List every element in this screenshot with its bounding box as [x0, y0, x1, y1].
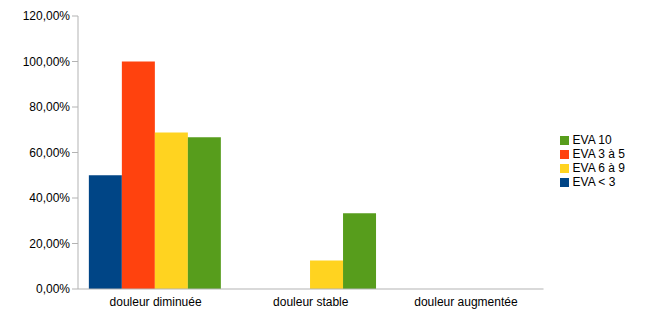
svg-text:20,00%: 20,00%	[29, 237, 70, 251]
svg-text:douleur stable: douleur stable	[273, 295, 349, 309]
html-text:EVA < 3: EVA < 3	[572, 174, 616, 189]
html-text:EVA 3 à 5: EVA 3 à 5	[572, 146, 625, 161]
svg-text:100,00%: 100,00%	[23, 55, 71, 69]
svg-text:120,00%: 120,00%	[23, 9, 71, 23]
svg-text:douleur diminuée: douleur diminuée	[110, 295, 202, 309]
svg-text:80,00%: 80,00%	[29, 100, 70, 114]
svg-text:40,00%: 40,00%	[29, 191, 70, 205]
svg-text:60,00%: 60,00%	[29, 146, 70, 160]
svg-text:0,00%: 0,00%	[36, 282, 70, 296]
html-text:EVA 10: EVA 10	[572, 132, 612, 147]
svg-text:douleur augmentée: douleur augmentée	[414, 295, 518, 309]
html-text:EVA 6 à 9: EVA 6 à 9	[572, 160, 625, 175]
